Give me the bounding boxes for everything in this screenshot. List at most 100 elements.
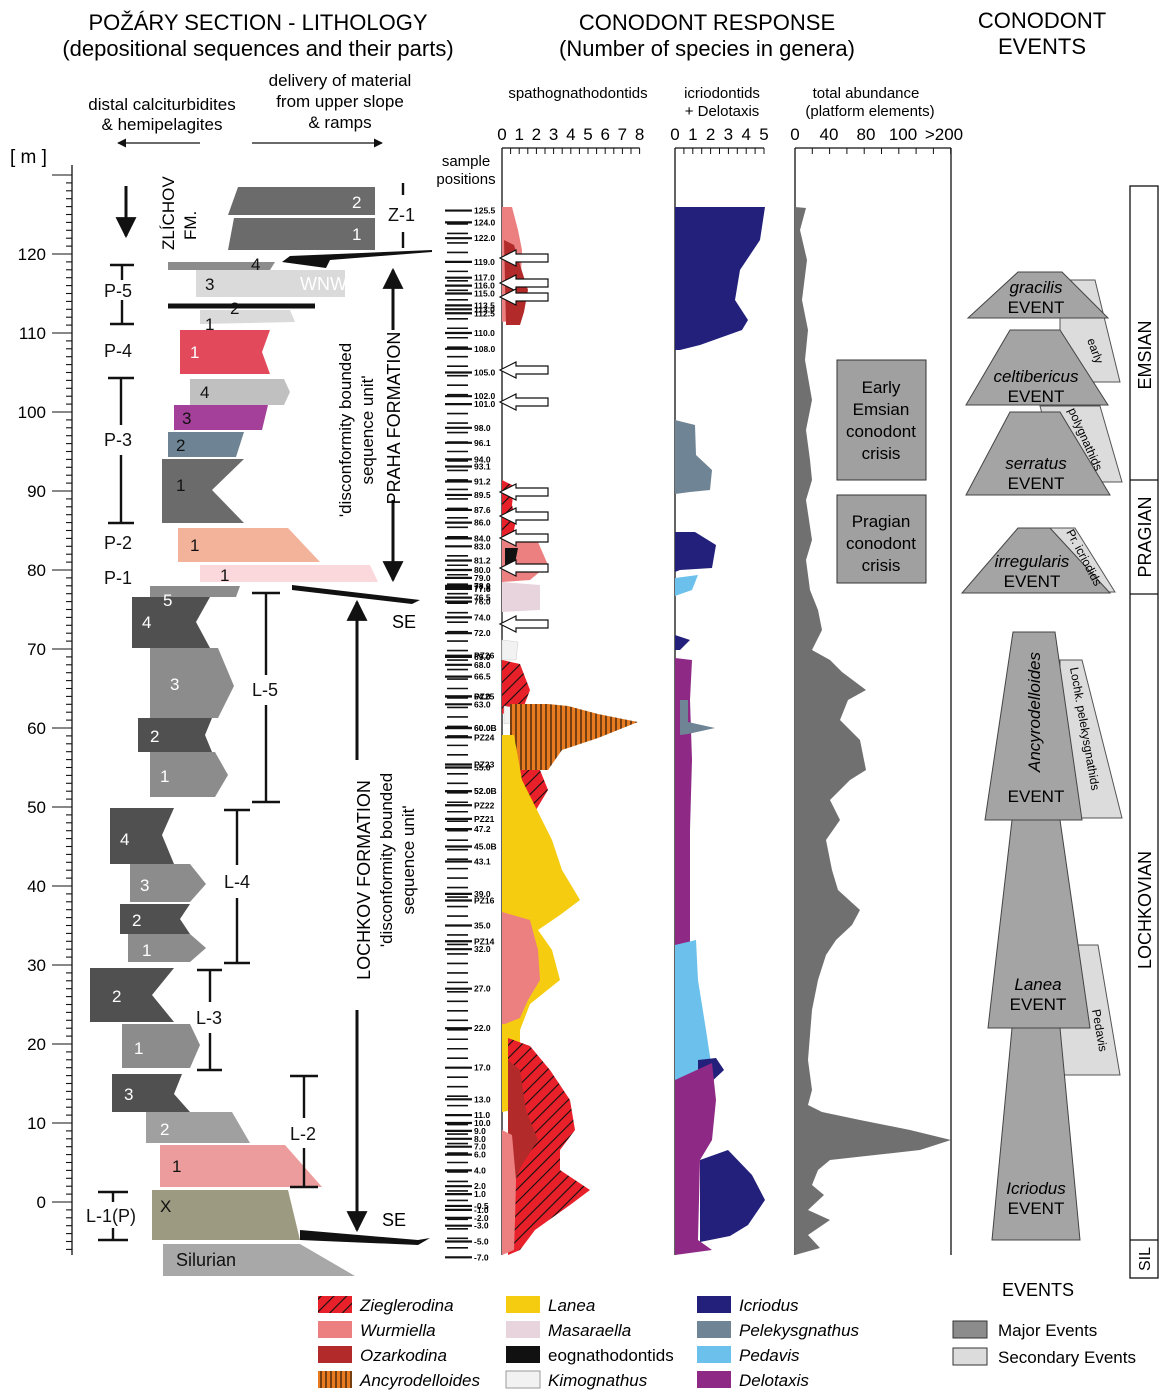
sample-header-2: positions — [436, 171, 495, 188]
bed-number: 3 — [170, 675, 179, 694]
sample-label: 10.0 — [474, 1118, 491, 1128]
legend-label: Delotaxis — [739, 1371, 809, 1390]
legend-label: Ancyrodelloides — [359, 1371, 481, 1390]
bracket-l4 — [224, 808, 250, 965]
sequence-p1: P-1 — [104, 568, 132, 588]
sample-label: 124.0 — [474, 217, 496, 227]
bed-z1-2 — [228, 187, 375, 215]
sample-label: 2.0 — [474, 1181, 486, 1191]
legend-swatch — [697, 1371, 731, 1388]
sample-label: 101.0 — [474, 399, 496, 409]
sample-label: 125.5 — [474, 206, 496, 216]
sample-label: 45.0B — [474, 842, 497, 852]
sample-label: 35.0 — [474, 921, 491, 931]
bed-number: 3 — [140, 876, 149, 895]
event-icriodus-word: EVENT — [1008, 1199, 1065, 1218]
event-celtibericus-name: celtibericus — [993, 367, 1079, 386]
lithology-column — [90, 187, 378, 1276]
zlichov-label-2: FM. — [181, 211, 200, 240]
scale-label: 30 — [27, 956, 46, 975]
sample-label: 52.0B — [474, 786, 497, 796]
axis-tick-label: 1 — [688, 125, 697, 144]
axis-tick-label: 4 — [566, 125, 575, 144]
area-icriodus-emsian — [675, 207, 765, 350]
sample-label: 69.0 — [474, 652, 491, 662]
bed-number: 2 — [112, 987, 121, 1006]
sample-label: 78.0 — [474, 581, 491, 591]
bed-p3-3 — [174, 405, 268, 430]
legend-label: Pelekysgnathus — [739, 1321, 860, 1340]
axis-tick-label: 3 — [549, 125, 558, 144]
area-wurmiella-lower — [502, 912, 540, 1024]
legend-swatch — [697, 1346, 731, 1363]
sequence-l5: L-5 — [252, 680, 278, 700]
sample-label: 7.0 — [474, 1142, 486, 1152]
legend-swatch — [318, 1296, 352, 1313]
sample-label: PZ22 — [474, 800, 495, 810]
sample-label: 87.6 — [474, 505, 491, 515]
sequence-p4: P-4 — [104, 341, 132, 361]
bed-z1-1 — [228, 218, 375, 250]
legend-label: Zieglerodina — [359, 1296, 454, 1315]
legend-swatch — [505, 1370, 541, 1389]
bracket-p5 — [110, 263, 134, 326]
sample-label: 96.1 — [474, 438, 491, 448]
crisis-text: crisis — [862, 556, 901, 575]
event-labels: gracilis EVENT celtibericus EVENT serrat… — [993, 278, 1079, 1218]
sample-label: 60.0 — [474, 723, 491, 733]
major-lanea — [987, 819, 1091, 1029]
legend-swatch — [506, 1346, 540, 1363]
sample-arrow — [498, 615, 549, 633]
area-icriodus-72 — [675, 635, 690, 650]
sample-label: PZ21 — [474, 814, 495, 824]
delivery-label-1: delivery of material — [269, 71, 412, 90]
sample-label: 8.0 — [474, 1134, 486, 1144]
sample-label: -7.0 — [474, 1252, 489, 1262]
legend-label: Masaraella — [548, 1321, 631, 1340]
axis-tick-label: 40 — [820, 125, 839, 144]
bed-p3-4 — [190, 379, 290, 405]
area-kimognathus — [501, 639, 519, 661]
sample-label: 94.0 — [474, 454, 491, 464]
sample-label: 68.0 — [474, 660, 491, 670]
total-axis: 0 40 80 100 >200 — [790, 125, 963, 154]
legend-swatch — [506, 1296, 540, 1313]
scale-label: 50 — [27, 798, 46, 817]
bed-number: 1 — [172, 1157, 181, 1176]
sample-label: 119.0 — [474, 257, 495, 267]
sample-label: 11.0 — [474, 1110, 490, 1120]
direction-se-upper: SE — [392, 612, 416, 632]
major-events — [960, 271, 1112, 1241]
bed-silurian — [163, 1244, 355, 1276]
legend-label: Wurmiella — [360, 1321, 436, 1340]
sequence-z1: Z-1 — [388, 205, 415, 225]
major-celtibericus — [965, 329, 1109, 406]
sample-label: 6.0 — [474, 1150, 486, 1160]
sample-label: 83.0 — [474, 541, 491, 551]
meter-scale: 0 10 20 30 40 50 60 70 80 90 100 110 120 — [18, 165, 73, 1255]
legend-swatch — [318, 1321, 352, 1338]
stage-emsian: EMSIAN — [1135, 320, 1155, 389]
area-pelekysgnathus-mid — [680, 700, 715, 735]
axis-tick-label: >200 — [925, 125, 963, 144]
bracket-l3 — [197, 968, 222, 1072]
lochkov-label-3: sequence unit' — [399, 805, 418, 914]
scale-label: 70 — [27, 640, 46, 659]
bed-number: 3 — [182, 409, 191, 428]
sample-arrow — [498, 483, 549, 501]
bed-number: 4 — [142, 613, 151, 632]
scale-label: 60 — [27, 719, 46, 738]
sample-label: PZ16 — [474, 895, 495, 905]
sequence-p5: P-5 — [104, 281, 132, 301]
bed-p3-2 — [168, 432, 244, 457]
disconformity-arrows — [282, 250, 432, 1245]
event-lanea-name: Lanea — [1014, 975, 1061, 994]
legend-label: Icriodus — [739, 1296, 799, 1315]
early-emsian-crisis-box: Early Emsian conodont crisis — [836, 359, 927, 481]
icrio-title-2: + Delotaxis — [685, 103, 760, 120]
major-gracilis — [966, 271, 1110, 319]
events-legend-title: EVENTS — [1002, 1280, 1074, 1300]
litho-title: POŽÁRY SECTION - LITHOLOGY — [88, 10, 427, 35]
bracket-l1 — [98, 1190, 128, 1242]
